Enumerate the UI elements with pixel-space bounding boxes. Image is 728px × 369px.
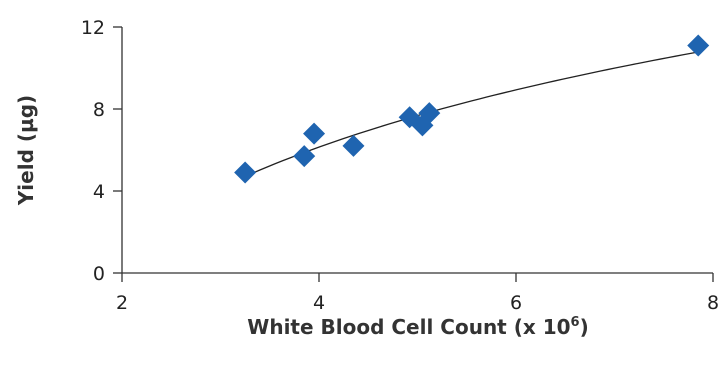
data-point xyxy=(687,34,710,57)
data-points xyxy=(234,34,710,184)
x-tick-label: 6 xyxy=(510,292,522,314)
x-tick-label: 2 xyxy=(116,292,128,314)
data-point xyxy=(293,145,316,168)
data-point xyxy=(234,161,257,184)
data-point xyxy=(342,134,365,157)
y-tick-labels: 0 4 8 12 xyxy=(81,17,105,285)
y-tick-label: 12 xyxy=(81,17,105,39)
data-point xyxy=(303,122,326,145)
data-point xyxy=(418,102,441,125)
y-tick-label: 8 xyxy=(93,99,105,121)
trendline xyxy=(244,51,699,177)
y-axis-title: Yield (µg) xyxy=(14,95,38,206)
axes xyxy=(113,26,714,282)
x-tick-label: 4 xyxy=(313,292,325,314)
y-tick-label: 4 xyxy=(93,181,105,203)
x-tick-labels: 2 4 6 8 xyxy=(116,292,719,314)
y-tick-label: 0 xyxy=(93,263,105,285)
x-axis-title: White Blood Cell Count (x 106) xyxy=(247,315,588,339)
x-tick-label: 8 xyxy=(707,292,719,314)
